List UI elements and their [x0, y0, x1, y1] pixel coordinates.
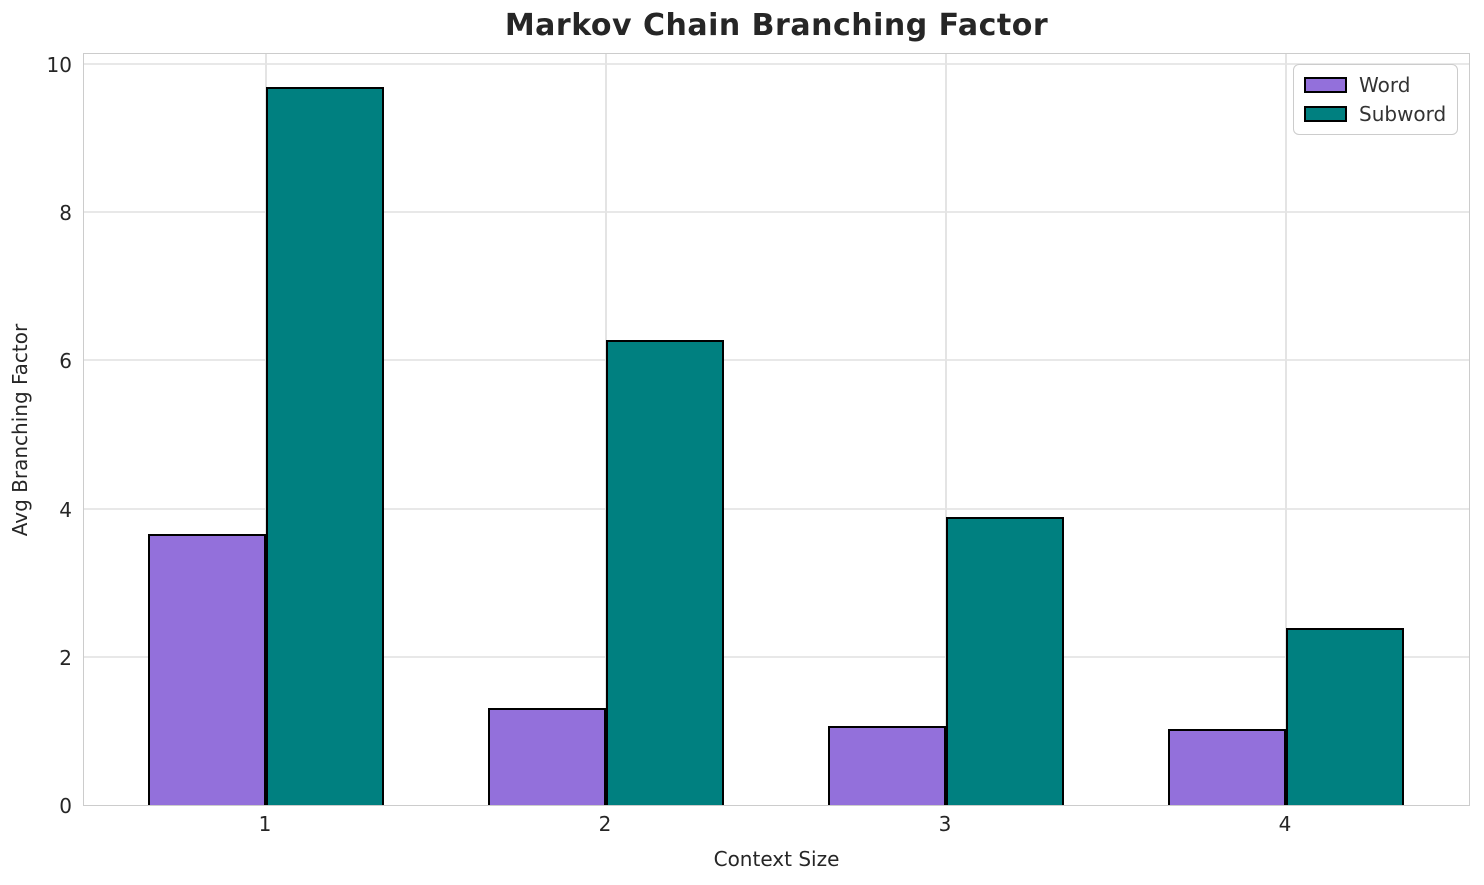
y-tick-label: 8 [59, 201, 72, 226]
legend-label: Word [1359, 73, 1411, 97]
word-bar-context-3 [828, 726, 946, 805]
chart-title: Markov Chain Branching Factor [504, 8, 1049, 43]
legend-item-subword: Subword [1304, 103, 1447, 125]
x-tick-label: 2 [598, 812, 612, 836]
legend: Word Subword [1293, 64, 1458, 135]
y-tick-label: 6 [59, 349, 72, 374]
y-tick-label: 4 [59, 497, 72, 522]
x-gridline [1285, 54, 1287, 805]
y-tick-label: 2 [59, 645, 72, 670]
legend-item-word: Word [1304, 74, 1447, 96]
subword-bar-context-2 [606, 340, 724, 805]
x-tick-label: 3 [938, 812, 952, 836]
x-tick-label: 1 [258, 812, 272, 836]
y-gridline [84, 655, 1469, 658]
subword-bar-context-1 [266, 87, 384, 805]
x-tick-label: 4 [1278, 812, 1292, 836]
x-gridline [945, 54, 947, 805]
y-tick-label: 0 [59, 794, 72, 818]
plot-area [83, 53, 1470, 806]
subword-swatch-icon [1304, 106, 1347, 122]
y-gridline [84, 507, 1469, 510]
y-gridline [84, 62, 1469, 65]
word-bar-context-4 [1168, 729, 1286, 805]
word-swatch-icon [1304, 77, 1347, 93]
word-bar-context-1 [148, 534, 266, 805]
x-axis-label: Context Size [713, 847, 840, 871]
y-gridline [84, 211, 1469, 214]
subword-bar-context-3 [946, 517, 1064, 805]
legend-label: Subword [1359, 102, 1447, 126]
word-bar-context-2 [488, 708, 606, 805]
subword-bar-context-4 [1286, 628, 1404, 805]
y-gridline [84, 359, 1469, 362]
y-tick-label: 10 [46, 52, 72, 77]
